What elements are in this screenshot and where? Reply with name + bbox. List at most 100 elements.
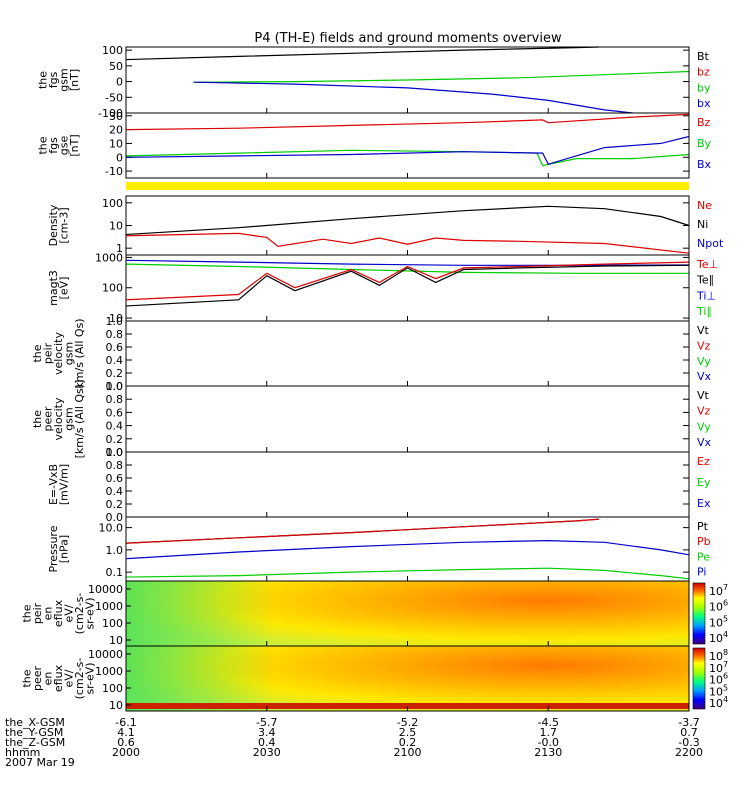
y-tick-label: 1.0 [106, 544, 124, 557]
colorbar-tick-label: 10 [709, 674, 723, 687]
legend-entry: Bz [697, 116, 711, 129]
panel-peir-velocity: 1.00.80.60.40.20.0thepeirvelocitygsmkm/s… [31, 315, 712, 393]
footer-value: -3.7 [678, 716, 699, 729]
y-tick-label: 1000 [95, 251, 123, 264]
y-axis-label-line: the [31, 410, 44, 428]
colorbar-tick-label: 10 [709, 601, 723, 614]
y-tick-label: 1 [116, 242, 123, 255]
y-tick-label: 1000 [95, 665, 123, 678]
y-axis-label: Density[cm-3] [47, 204, 71, 246]
legend-entry: Te⊥ [696, 258, 718, 271]
panel-frame [125, 195, 690, 256]
series-line-Ni [125, 205, 690, 236]
legend-entry: Bx [697, 158, 712, 171]
colorbar-tick-exponent: 7 [723, 660, 728, 669]
y-axis-label-line: the [31, 344, 44, 362]
colorbar-tick-exponent: 5 [723, 683, 728, 692]
y-axis-label-line: the [21, 604, 34, 622]
footer-row-label: the_Z-GSM [5, 736, 65, 749]
panel-pressure: 10.0 1.0 0.1 Pressure[nPa] Pt Pb Pe Pi [47, 516, 711, 582]
y-tick-label: 1.0 [106, 315, 124, 328]
footer-row-label: the_X-GSM [5, 716, 65, 729]
y-axis-label-line: peer [42, 406, 55, 432]
colorbar-tick-exponent: 8 [723, 648, 728, 657]
y-axis-label-line: fgs [47, 71, 60, 88]
legend-entry: Bt [697, 50, 710, 63]
footer-value: -5.7 [256, 716, 277, 729]
y-axis-label-line: peir [31, 602, 44, 624]
footer-value: 1.7 [540, 726, 558, 739]
y-axis-label-line: eV/ [63, 604, 76, 622]
legend-entry: bz [697, 66, 710, 79]
panel-peer-velocity: 1.00.80.60.40.20.0thepeervelocitygsm[km/… [31, 380, 712, 459]
footer-value: -5.2 [397, 716, 418, 729]
colorbar-tick-label: 10 [709, 697, 723, 710]
y-tick-label: 1000 [95, 600, 123, 613]
y-axis-label-line: gsm [63, 407, 76, 430]
legend-entry: Vx [697, 436, 712, 449]
panel-frame [125, 112, 690, 179]
y-tick-label: 0.4 [106, 354, 124, 367]
series-line-Ti⊥ [125, 259, 690, 266]
y-axis-label-line: Pressure [47, 525, 60, 572]
y-axis-label-line: [cm-3] [57, 207, 70, 243]
y-tick-label: 10000 [88, 648, 123, 661]
series-line-Bt [125, 46, 599, 61]
colorbar-tick-exponent: 5 [723, 614, 728, 623]
y-tick-label: 30 [109, 110, 123, 123]
y-axis-label-line: the [36, 71, 49, 89]
footer-value: 2.5 [399, 726, 417, 739]
legend-entry: Ti∥ [696, 305, 712, 318]
footer-row-label: hhmm [5, 746, 40, 759]
y-axis-label-line: gsm [63, 342, 76, 365]
y-tick-label: 100 [102, 682, 123, 695]
colorbar-tick-exponent: 6 [723, 672, 728, 681]
colorbar-tick-exponent: 6 [723, 599, 728, 608]
series-line-bx [193, 81, 633, 114]
footer-row-label: the_Y-GSM [5, 726, 63, 739]
y-tick-label: 10 [109, 312, 123, 325]
series-line-by [193, 70, 690, 83]
y-axis-label-line: peer [31, 666, 44, 692]
y-tick-label: 0 [116, 76, 123, 89]
colorbar [692, 647, 706, 710]
series-line-Te∥ [125, 264, 690, 307]
y-tick-label: 10 [109, 220, 123, 233]
y-tick-label: 10 [109, 699, 123, 712]
colorbar [692, 582, 706, 645]
y-axis-label-line: [nT] [68, 69, 81, 91]
legend-entry: Ey [697, 476, 711, 489]
y-axis-label-line: (cm2-s- [73, 658, 86, 700]
series-line-Te⊥ [125, 261, 690, 301]
y-tick-label: 0.0 [106, 446, 124, 459]
y-axis-label-line: fgs [47, 137, 60, 154]
y-tick-label: 10 [109, 137, 123, 150]
y-tick-label: -10 [105, 165, 123, 178]
y-tick-label: 0.6 [106, 341, 124, 354]
y-axis-label-line: magt3 [47, 270, 60, 306]
footer-value: -0.0 [538, 736, 559, 749]
y-tick-label: 0.8 [106, 459, 124, 472]
spectrogram-low-region [126, 646, 276, 711]
y-axis-label-line: [km/s (All Qs)] [73, 380, 86, 459]
y-tick-label: 0.2 [106, 433, 124, 446]
y-tick-label: 0.2 [106, 367, 124, 380]
footer-value: 2030 [253, 746, 281, 759]
y-tick-label: 1.0 [106, 380, 124, 393]
y-axis-label-line: [mV/m] [57, 464, 70, 505]
y-tick-label: 0.8 [106, 328, 124, 341]
y-axis-label-line: Density [47, 204, 60, 246]
y-axis-label-line: eflux [52, 599, 65, 627]
y-axis-label-line: gse [57, 136, 70, 156]
footer-value: -0.3 [678, 736, 699, 749]
legend-entry: Npot [697, 237, 724, 250]
legend-entry: Vz [697, 405, 711, 418]
footer-value: -4.5 [538, 716, 559, 729]
legend-entry: By [697, 137, 712, 150]
